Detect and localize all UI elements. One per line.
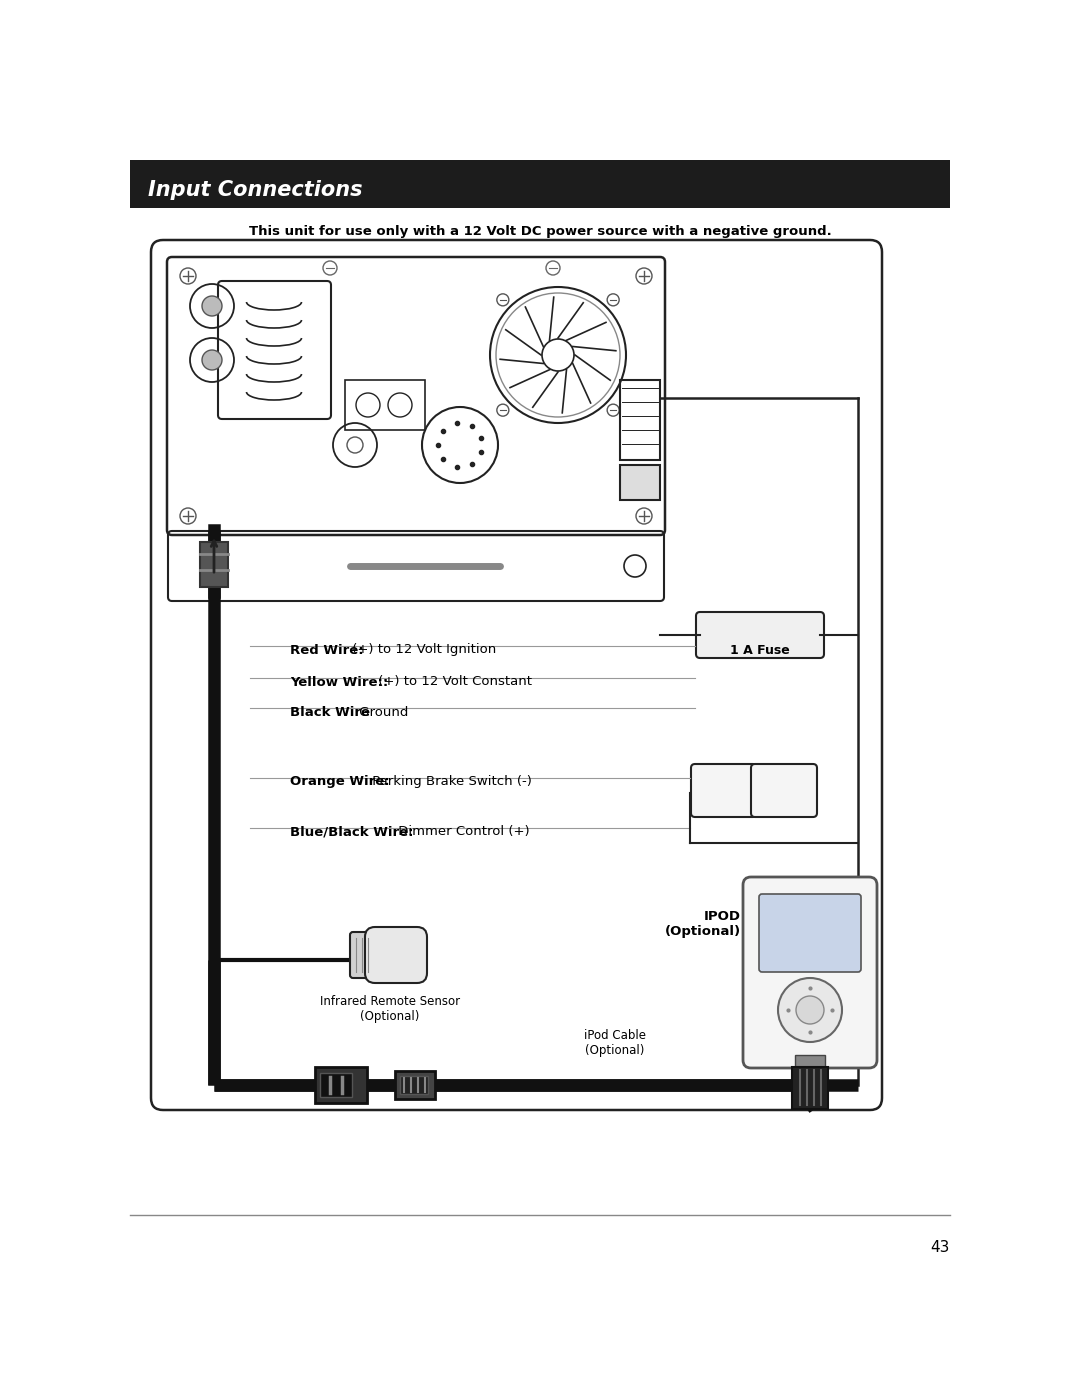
Text: Black Wire: Black Wire	[291, 705, 370, 718]
Bar	[792, 1067, 828, 1109]
Circle shape	[202, 351, 222, 370]
Bar	[315, 1067, 367, 1104]
FancyBboxPatch shape	[691, 764, 757, 817]
FancyBboxPatch shape	[365, 928, 427, 983]
Bar	[620, 380, 660, 460]
FancyBboxPatch shape	[743, 877, 877, 1067]
Text: 1 A Fuse: 1 A Fuse	[730, 644, 789, 658]
FancyBboxPatch shape	[759, 894, 861, 972]
Circle shape	[796, 996, 824, 1024]
Text: Orange Wire:: Orange Wire:	[291, 775, 390, 788]
Text: IPOD
(Optional): IPOD (Optional)	[665, 909, 741, 937]
Bar	[395, 1071, 435, 1099]
Bar	[130, 161, 950, 208]
Text: Input Connections: Input Connections	[148, 180, 363, 200]
Bar	[400, 1076, 428, 1094]
Bar	[320, 1073, 352, 1097]
Text: Red Wire:: Red Wire:	[291, 644, 364, 657]
Text: Parking Brake Switch (-): Parking Brake Switch (-)	[368, 775, 531, 788]
Text: Dimmer Control (+): Dimmer Control (+)	[394, 826, 529, 838]
Text: (+) to 12 Volt Ignition: (+) to 12 Volt Ignition	[349, 644, 497, 657]
Bar	[345, 380, 426, 430]
FancyBboxPatch shape	[696, 612, 824, 658]
Circle shape	[778, 978, 842, 1042]
Text: (+) to 12 Volt Constant: (+) to 12 Volt Constant	[375, 676, 532, 689]
Bar	[795, 1055, 825, 1067]
Text: This unit for use only with a 12 Volt DC power source with a negative ground.: This unit for use only with a 12 Volt DC…	[248, 225, 832, 239]
Text: Ground: Ground	[355, 705, 408, 718]
Text: Blue/Black Wire:: Blue/Black Wire:	[291, 826, 414, 838]
FancyBboxPatch shape	[350, 932, 378, 978]
FancyBboxPatch shape	[751, 764, 816, 817]
Text: Yellow Wire::: Yellow Wire::	[291, 676, 388, 689]
Text: Infrared Remote Sensor
(Optional): Infrared Remote Sensor (Optional)	[320, 995, 460, 1023]
Text: 43: 43	[930, 1239, 949, 1255]
Bar	[200, 542, 228, 587]
Circle shape	[202, 296, 222, 316]
Bar	[620, 465, 660, 500]
Text: iPod Cable
(Optional): iPod Cable (Optional)	[584, 1030, 646, 1058]
